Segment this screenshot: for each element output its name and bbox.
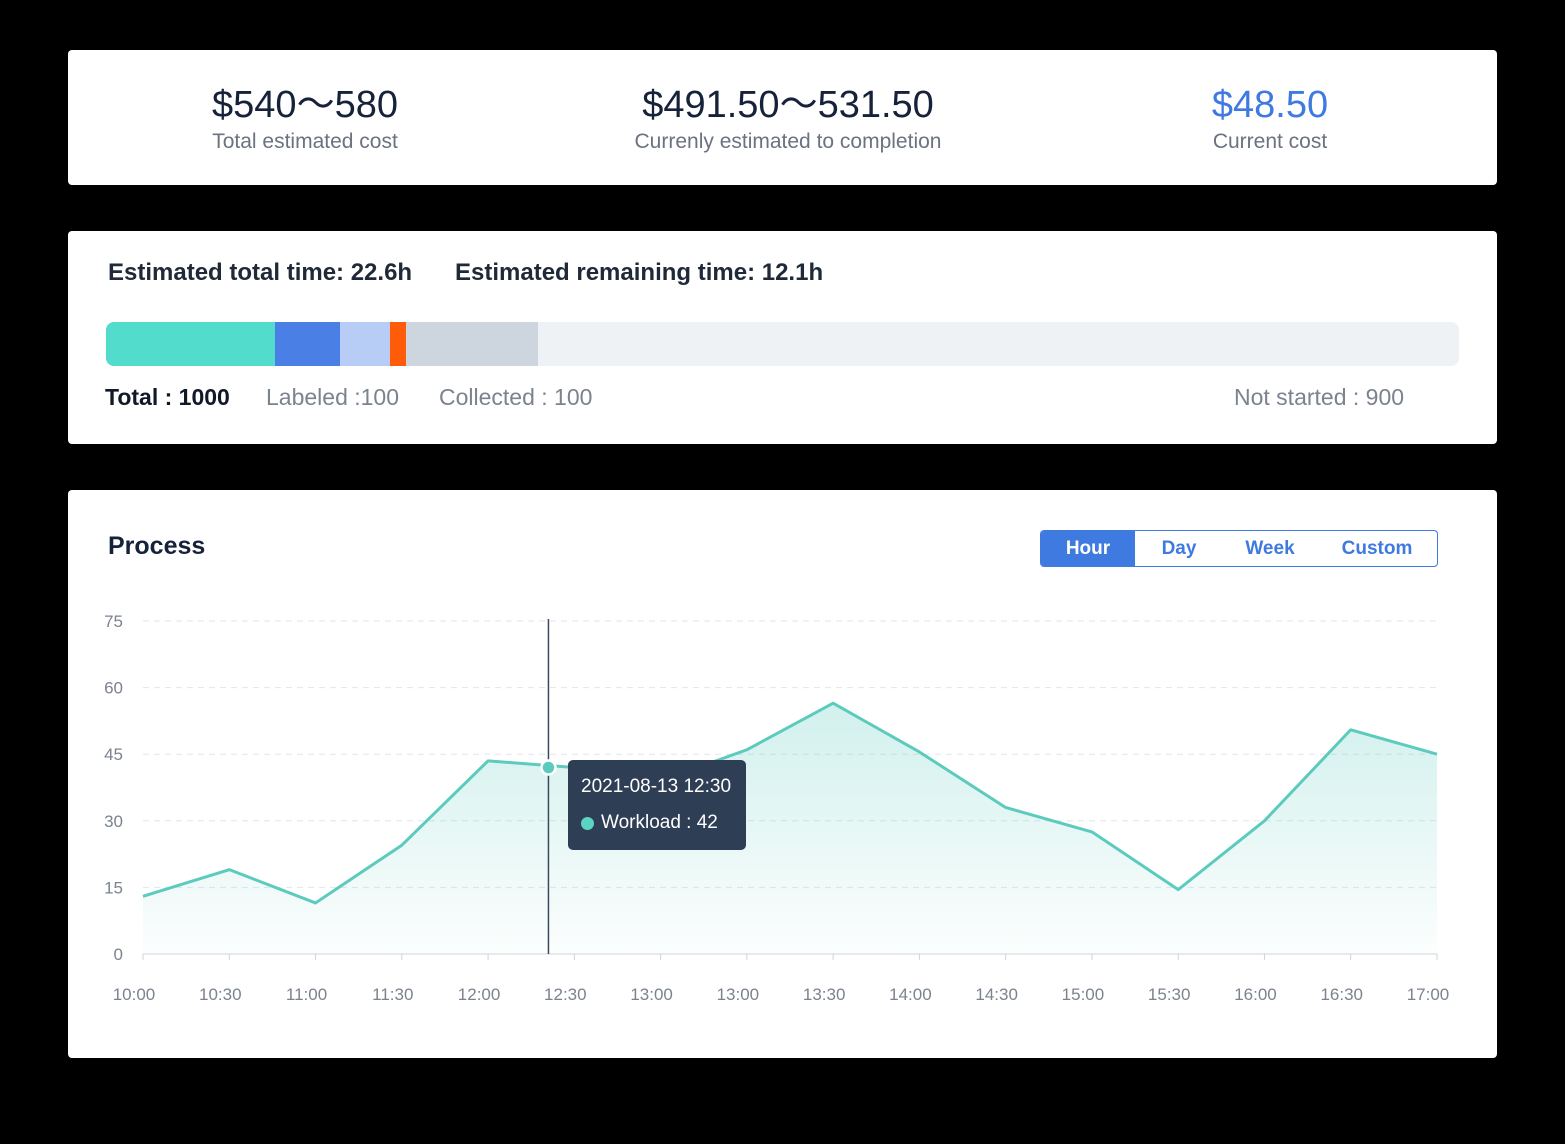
x-tick-label: 14:30 [975,985,1018,1004]
x-tick-label: 14:00 [889,985,932,1004]
progress-segment-1 [106,322,276,366]
progress-segment-5 [406,322,538,366]
not-started-count: Not started : 900 [1234,384,1405,410]
current-cost-value: $48.50 [1211,84,1329,126]
total-estimated-cost-value: $540～580 [212,84,398,126]
x-tick-label: 13:00 [717,985,760,1004]
y-tick-label: 45 [104,745,123,764]
current-cost-label: Current cost [1212,130,1328,153]
time-range-tabs: Hour Day Week Custom [1040,530,1438,567]
x-tick-label: 16:00 [1234,985,1277,1004]
y-tick-label: 75 [104,612,123,631]
collected-count: Collected : 100 [439,384,593,410]
progress-segment-4 [390,322,407,366]
estimated-to-completion: $491.50～531.50 Currenly estimated to com… [608,82,968,156]
x-tick-label: 13:00 [630,985,673,1004]
tab-week[interactable]: Week [1245,537,1295,559]
x-tick-label: 11:30 [372,985,413,1004]
tooltip-date: 2021-08-13 12:30 [581,776,732,797]
x-tick-label: 12:00 [458,985,501,1004]
progress-card: Estimated total time: 22.6h Estimated re… [68,231,1497,444]
estimated-to-completion-label: Currenly estimated to completion [634,130,942,153]
highlight-point [540,759,557,776]
total-count: Total : 1000 [105,384,230,410]
y-tick-label: 30 [104,812,123,831]
estimated-to-completion-value: $491.50～531.50 [642,84,934,126]
x-tick-label: 13:30 [803,985,846,1004]
labeled-count: Labeled :100 [266,384,400,410]
tab-hour[interactable]: Hour [1041,531,1135,566]
tab-day[interactable]: Day [1161,537,1197,559]
tooltip-series-label: Workload : 42 [601,812,718,833]
process-card: 0 15 30 45 60 75 10:00 10:30 11:00 11:30 12:00 12:3… [68,490,1497,1058]
x-tick-label: 12:30 [544,985,587,1004]
progress-segment-2 [275,322,341,366]
y-tick-label: 0 [114,945,123,964]
x-tick-label: 15:30 [1148,985,1191,1004]
x-tick-label: 15:00 [1062,985,1105,1004]
y-tick-label: 60 [104,679,123,698]
total-estimated-cost: $540～580 Total estimated cost [188,82,422,156]
cost-summary-card: $540～580 Total estimated cost $491.50～53… [68,50,1497,185]
x-tick-label: 11:00 [286,985,327,1004]
estimated-total-time: Estimated total time: 22.6h [108,259,413,286]
process-title: Process [108,532,206,560]
x-tick-label: 16:30 [1320,985,1363,1004]
progress-segment-3 [340,322,391,366]
workload-line [142,701,1438,905]
progress-bar [106,322,1459,366]
workload-area [143,703,1437,954]
tooltip-series-row: Workload : 42 [581,812,718,834]
current-cost: $48.50 Current cost [1178,82,1362,156]
series-dot-icon [581,816,594,830]
total-estimated-cost-label: Total estimated cost [212,130,398,153]
chart-tooltip: 2021-08-13 12:30 Workload : 42 [568,760,746,850]
y-tick-label: 15 [104,878,123,897]
x-tick-label: 10:00 [113,985,156,1004]
x-tick-label: 17:00 [1407,985,1450,1004]
workload-area-chart: 0 15 30 45 60 75 10:00 10:30 11:00 11:30 12:00 12:3… [104,612,1450,1004]
estimated-remaining-time: Estimated remaining time: 12.1h [455,259,824,286]
tab-custom[interactable]: Custom [1341,537,1413,559]
x-tick-label: 10:30 [199,985,242,1004]
